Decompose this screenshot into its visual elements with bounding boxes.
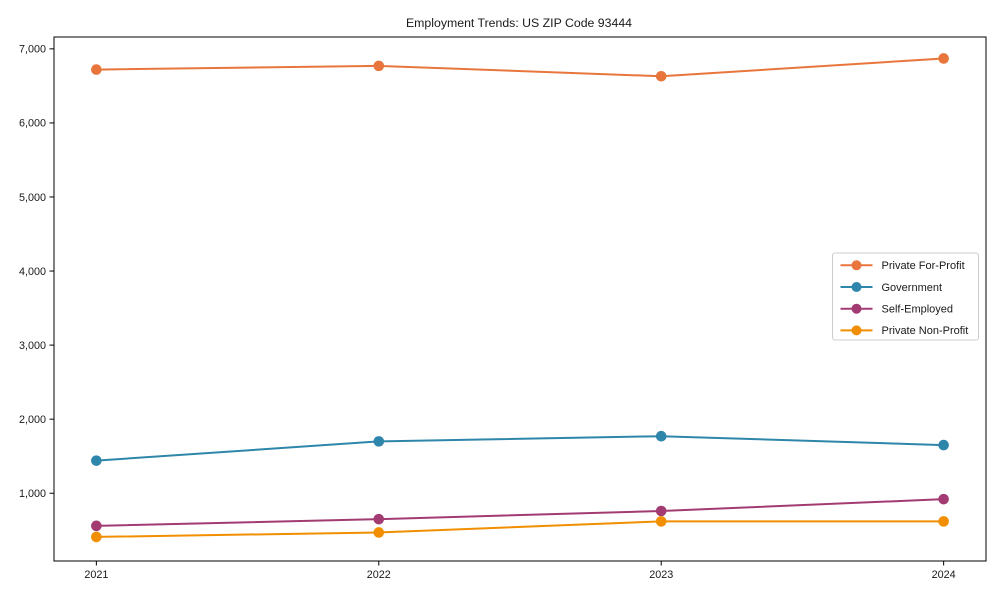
y-tick-label: 2,000 [19, 414, 46, 426]
data-point-marker-self-employed [373, 513, 385, 525]
data-point-marker-private-for-profit [373, 60, 385, 72]
data-point-marker-self-employed [91, 520, 102, 532]
x-axis: 2021 2022 2023 2024 [84, 561, 956, 581]
legend-item-private-for-profit: Private For-Profit [840, 260, 965, 272]
legend-label: Private For-Profit [882, 260, 965, 272]
y-tick-label: 3,000 [19, 340, 46, 352]
y-tick-label: 7,000 [19, 44, 46, 56]
data-point-marker-private-for-profit [938, 53, 949, 64]
x-tick-label: 2021 [84, 569, 108, 581]
series-private-non-profit [91, 516, 949, 543]
data-point-marker-government [373, 436, 385, 447]
plot-border [53, 36, 987, 562]
plot-frame [53, 36, 987, 562]
legend-label: Self-Employed [882, 304, 954, 316]
series-line-government [95, 435, 945, 462]
y-tick-label: 1,000 [19, 488, 46, 500]
legend-item-government: Government [840, 282, 943, 294]
legend-swatch-marker [851, 260, 862, 271]
data-point-marker-government [655, 430, 667, 442]
legend-swatch-marker [851, 325, 862, 336]
series-government [91, 430, 949, 466]
data-point-marker-private-non-profit [373, 527, 385, 538]
data-point-marker-private-non-profit [938, 516, 949, 527]
series-private-for-profit [91, 53, 949, 82]
x-tick-label: 2022 [367, 569, 391, 581]
y-tick-label: 5,000 [19, 192, 46, 204]
data-point-marker-private-for-profit [655, 70, 667, 82]
legend-swatch-marker [851, 282, 862, 292]
legend-item-private-non-profit: Private Non-Profit [840, 325, 969, 337]
x-tick-label: 2024 [932, 569, 956, 581]
data-point-marker-government [938, 439, 949, 451]
x-tick-label: 2023 [649, 569, 673, 581]
y-axis: 1,000 2,000 3,000 4,000 5,000 6,000 7,000 [19, 44, 54, 500]
y-tick-label: 6,000 [19, 118, 46, 130]
legend-swatch-marker [851, 303, 862, 314]
legend-label: Private Non-Profit [882, 325, 969, 337]
data-point-marker-government [91, 455, 102, 466]
data-point-marker-private-non-profit [91, 531, 102, 543]
chart-title: Employment Trends: US ZIP Code 93444 [406, 16, 632, 30]
series-line-self-employed [95, 498, 945, 527]
data-point-marker-self-employed [938, 493, 949, 505]
series-line-private-non-profit [95, 520, 945, 538]
series-group [91, 53, 949, 543]
data-point-marker-self-employed [655, 505, 667, 517]
legend-label: Government [882, 282, 943, 294]
y-tick-label: 4,000 [19, 266, 46, 278]
legend: Private For-Profit Government Self-Employe… [832, 252, 979, 341]
legend-box [832, 252, 979, 341]
data-point-marker-private-non-profit [655, 516, 667, 527]
series-self-employed [91, 493, 949, 532]
legend-item-self-employed: Self-Employed [840, 303, 954, 316]
data-point-marker-private-for-profit [91, 64, 102, 75]
series-line-private-for-profit [95, 57, 945, 78]
